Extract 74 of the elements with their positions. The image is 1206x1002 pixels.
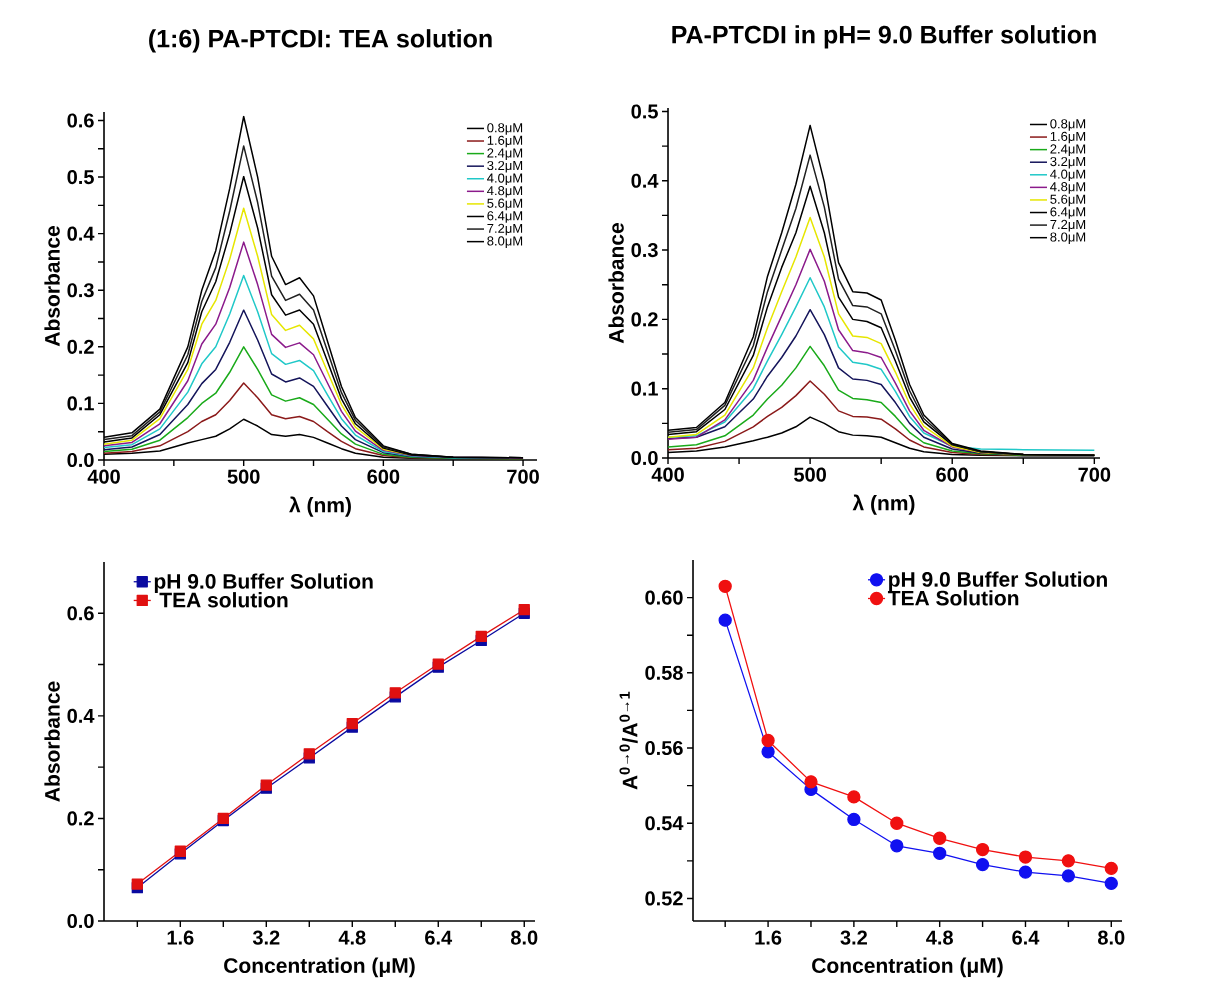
y-tick-label: 0.0: [67, 452, 94, 468]
y-tick-label: 0.2: [67, 339, 94, 354]
x-axis-title: Concentration (μM): [224, 957, 415, 978]
x-tick-label: 700: [1078, 467, 1111, 482]
legend-label: 7.2μM: [487, 223, 523, 236]
y-tick-label: 0.4: [67, 226, 95, 241]
legend-label: 8.0μM: [1050, 232, 1086, 244]
y-tick-label: 0.3: [67, 283, 94, 298]
y-tick-label: 0.5: [631, 104, 658, 119]
x-tick-label: 6.4: [425, 930, 453, 945]
legend-label: 0.8μM: [487, 123, 523, 135]
x-tick-label: 6.4: [1012, 930, 1040, 945]
x-tick-label: 8.0: [510, 930, 538, 945]
legend-label: 5.6μM: [487, 198, 523, 211]
x-tick-label: 500: [794, 467, 826, 482]
y-tick-label: 0.1: [67, 396, 94, 411]
x-tick-label: 600: [367, 469, 400, 484]
y-tick-label: 0.58: [645, 665, 683, 680]
y-tick-label: 0.52: [645, 891, 683, 906]
y-tick-label: 0.4: [67, 708, 95, 723]
x-tick-label: 1.6: [167, 930, 194, 945]
legend-label: 1.6μM: [1050, 131, 1086, 144]
legend-label: 4.8μM: [1050, 182, 1086, 194]
legend-label: 7.2μM: [1050, 219, 1086, 232]
legend-label: 3.2μM: [487, 160, 523, 173]
x-axis-title: λ (nm): [852, 494, 915, 515]
y-tick-label: 0.6: [67, 606, 94, 621]
y-tick-label: 0.54: [645, 816, 684, 831]
y-tick-label: 0.5: [67, 169, 94, 185]
x-tick-label: 700: [507, 469, 539, 484]
legend-label: TEA Solution: [887, 590, 1019, 606]
x-tick-label: 400: [651, 467, 684, 482]
x-tick-label: 400: [87, 469, 120, 484]
legend-label: pH 9.0 Buffer Solution: [889, 571, 1107, 591]
chart-title: PA-PTCDI in pH= 9.0 Buffer solution: [672, 25, 1096, 49]
x-axis-title: λ (nm): [289, 496, 351, 517]
y-axis-title: Absorbance: [44, 681, 60, 802]
legend-label: 4.8μM: [487, 186, 523, 198]
legend-label: 3.2μM: [1050, 156, 1086, 169]
legend-label: TEA solution: [159, 592, 288, 608]
y-axis-title: A$^{0→0}$/A$^{0→1}$: [619, 691, 638, 790]
legend-label: 8.0μM: [487, 236, 523, 248]
y-tick-label: 0.2: [631, 312, 658, 327]
y-tick-label: 0.1: [631, 381, 658, 396]
legend-label: 2.4μM: [1050, 144, 1086, 156]
legend-label: 4.0μM: [487, 173, 523, 186]
chart-title: (1:6) PA-PTCDI: TEA solution: [149, 29, 492, 53]
x-tick-label: 8.0: [1098, 930, 1125, 945]
legend-label: 6.4μM: [487, 211, 523, 223]
y-axis-title: Absorbance: [44, 226, 60, 347]
y-axis-title: Absorbance: [608, 223, 624, 344]
x-axis-title: Concentration (μM): [812, 957, 1003, 978]
x-tick-label: 600: [936, 467, 969, 482]
legend-label: 1.6μM: [487, 135, 523, 148]
y-tick-label: 0.6: [67, 113, 94, 128]
y-tick-label: 0.56: [645, 740, 683, 756]
x-tick-label: 500: [227, 469, 260, 484]
x-tick-label: 1.6: [755, 930, 782, 945]
y-tick-label: 0.0: [67, 913, 94, 929]
y-tick-label: 0.4: [631, 173, 659, 188]
legend-label: 6.4μM: [1050, 207, 1086, 219]
legend-label: 4.0μM: [1050, 169, 1086, 182]
y-tick-label: 0.0: [631, 450, 658, 466]
legend-label: 2.4μM: [487, 148, 523, 160]
legend-label: pH 9.0 Buffer Solution: [154, 573, 373, 593]
x-tick-label: 4.8: [926, 930, 953, 945]
x-tick-label: 3.2: [252, 930, 280, 945]
y-tick-label: 0.2: [67, 811, 94, 826]
x-tick-label: 3.2: [840, 930, 867, 945]
x-tick-label: 4.8: [338, 930, 366, 945]
legend-label: 0.8μM: [1050, 119, 1086, 131]
y-tick-label: 0.3: [631, 242, 658, 258]
y-tick-label: 0.60: [645, 590, 683, 605]
legend-label: 5.6μM: [1050, 194, 1086, 207]
